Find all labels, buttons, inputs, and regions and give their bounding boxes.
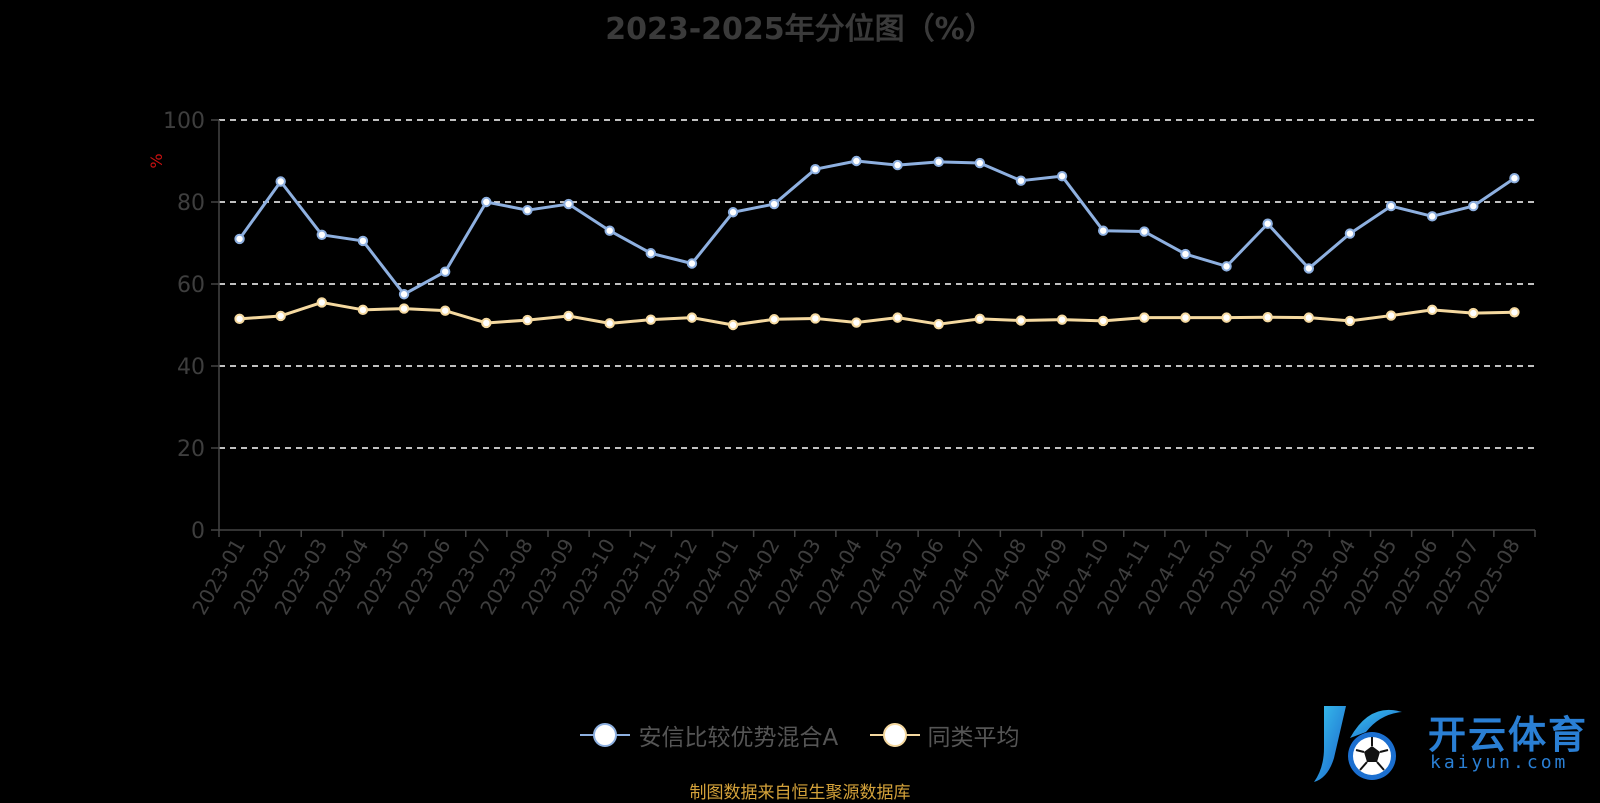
- data-point-1-2025-08: [1509, 307, 1520, 318]
- data-point-0-2024-02: [768, 198, 780, 210]
- k-ball-logo-icon: [1314, 706, 1402, 782]
- y-tick-label-60: 60: [177, 273, 205, 298]
- data-point-0-2023-01: [234, 233, 245, 245]
- data-point-1-2025-06: [1426, 304, 1438, 316]
- data-point-0-2024-10: [1097, 225, 1109, 236]
- legend-item-fund[interactable]: 安信比较优势混合A: [580, 718, 838, 752]
- data-point-0-2023-08: [522, 205, 533, 216]
- y-tick-label-40: 40: [177, 355, 205, 380]
- data-point-1-2023-09: [563, 310, 574, 322]
- y-tick-label-100: 100: [163, 109, 205, 134]
- data-point-1-2024-06: [933, 318, 944, 330]
- data-point-0-2023-09: [563, 198, 574, 210]
- data-point-0-2025-02: [1262, 218, 1273, 229]
- data-point-1-2024-08: [1015, 315, 1027, 326]
- data-point-0-2025-04: [1344, 228, 1356, 239]
- legend-label-average: 同类平均: [927, 725, 1020, 751]
- data-point-1-2024-10: [1097, 315, 1109, 327]
- data-point-0-2024-08: [1015, 175, 1027, 186]
- data-point-0-2025-03: [1303, 263, 1315, 274]
- data-point-0-2024-03: [810, 164, 821, 175]
- data-point-0-2024-09: [1056, 170, 1068, 182]
- data-point-1-2023-08: [522, 314, 533, 326]
- data-point-0-2023-05: [398, 289, 410, 300]
- data-point-1-2024-07: [974, 313, 986, 325]
- data-point-1-2024-04: [851, 317, 862, 328]
- data-point-0-2024-07: [974, 157, 986, 169]
- data-point-1-2024-03: [810, 313, 821, 324]
- data-source-note: 制图数据来自恒生聚源数据库: [689, 783, 911, 803]
- data-point-1-2023-02: [275, 310, 286, 322]
- data-point-1-2023-06: [439, 305, 451, 316]
- brand-name: 开云体育: [1428, 713, 1589, 757]
- data-point-0-2024-04: [851, 155, 862, 167]
- brand-url: kaiyun.com: [1430, 752, 1569, 773]
- data-point-0-2024-05: [892, 159, 903, 171]
- data-point-0-2025-08: [1509, 173, 1520, 184]
- data-point-1-2023-11: [645, 314, 657, 325]
- data-point-1-2025-05: [1385, 310, 1397, 321]
- data-point-0-2023-06: [439, 266, 451, 277]
- legend-item-average[interactable]: 同类平均: [869, 718, 1020, 752]
- series-line-0: [238, 159, 1516, 296]
- y-axis-label: %: [147, 153, 166, 168]
- y-tick-label-20: 20: [177, 437, 205, 462]
- data-point-0-2024-01: [727, 207, 739, 218]
- data-point-1-2023-10: [604, 318, 615, 329]
- data-point-0-2025-01: [1221, 261, 1232, 272]
- data-point-1-2023-12: [686, 312, 698, 323]
- data-point-1-2024-02: [768, 314, 780, 325]
- data-point-1-2025-04: [1344, 315, 1356, 327]
- data-point-0-2024-12: [1180, 248, 1191, 260]
- data-point-1-2023-01: [234, 313, 245, 325]
- data-point-0-2023-12: [686, 258, 698, 269]
- legend: 安信比较优势混合A 同类平均: [0, 718, 1600, 752]
- brand-logo: 开云体育 kaiyun.com: [1310, 698, 1590, 788]
- data-point-0-2023-10: [604, 225, 615, 236]
- legend-swatch-fund: [580, 721, 631, 749]
- data-point-1-2025-02: [1262, 312, 1273, 323]
- data-point-1-2023-07: [481, 317, 492, 329]
- data-point-0-2023-07: [481, 196, 492, 208]
- legend-swatch-average: [869, 721, 920, 749]
- data-point-1-2023-04: [357, 304, 369, 316]
- legend-label-fund: 安信比较优势混合A: [638, 725, 839, 751]
- data-point-0-2025-05: [1385, 200, 1397, 212]
- data-point-0-2024-11: [1139, 226, 1150, 237]
- data-point-1-2024-01: [727, 319, 739, 331]
- data-point-1-2023-03: [316, 297, 328, 308]
- data-point-0-2024-06: [933, 156, 944, 168]
- data-point-0-2023-03: [316, 229, 328, 241]
- data-point-0-2023-04: [357, 235, 369, 247]
- data-point-1-2024-12: [1180, 312, 1191, 323]
- series-line-1: [239, 300, 1515, 327]
- data-point-1-2024-11: [1139, 312, 1150, 323]
- data-point-1-2023-05: [398, 303, 410, 314]
- y-tick-label-0: 0: [191, 519, 205, 544]
- data-point-1-2025-01: [1221, 312, 1232, 323]
- data-point-0-2023-11: [645, 248, 657, 259]
- data-point-1-2024-05: [892, 312, 903, 323]
- data-point-0-2025-06: [1426, 211, 1438, 222]
- data-point-1-2024-09: [1056, 314, 1068, 325]
- y-tick-label-80: 80: [177, 191, 205, 216]
- data-point-1-2025-07: [1468, 307, 1479, 319]
- data-point-0-2023-02: [275, 176, 286, 187]
- chart-title: 2023-2025年分位图（%）: [605, 12, 995, 47]
- data-point-1-2025-03: [1303, 312, 1315, 323]
- data-point-0-2025-07: [1468, 200, 1479, 212]
